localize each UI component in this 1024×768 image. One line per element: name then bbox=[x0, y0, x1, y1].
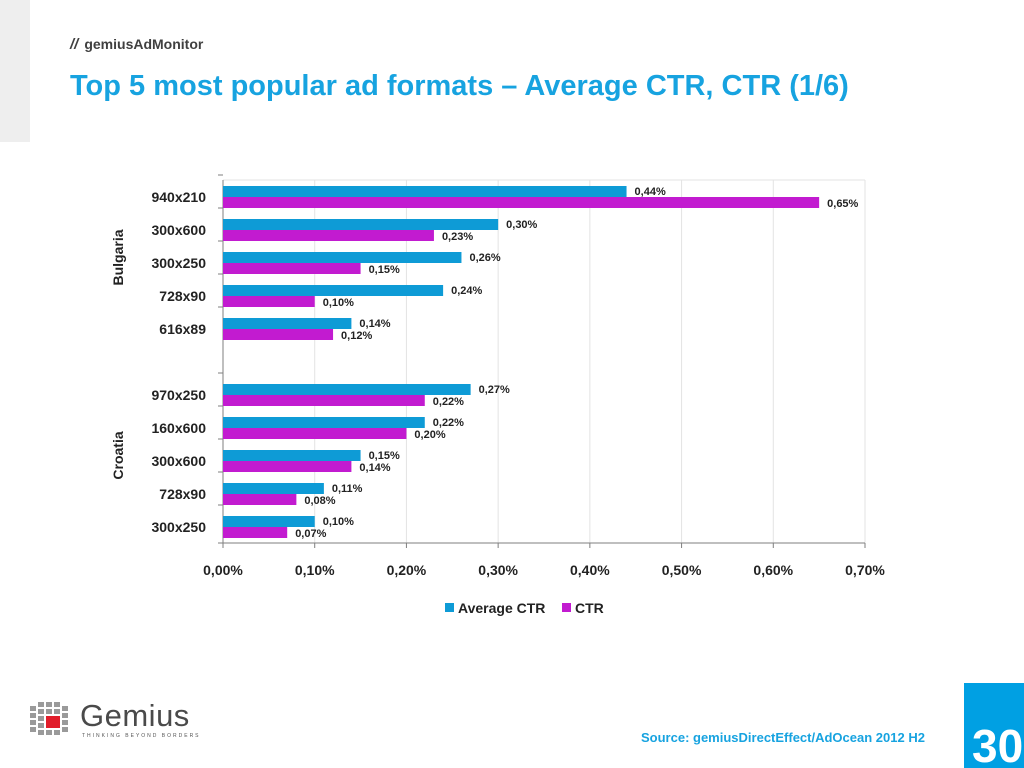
logo-word: Gemius bbox=[80, 698, 190, 733]
bar-ctr bbox=[223, 263, 361, 274]
category-label: 300x600 bbox=[151, 453, 206, 469]
x-tick-label: 0,70% bbox=[845, 562, 885, 578]
bar-average-ctr bbox=[223, 450, 361, 461]
side-strip bbox=[0, 0, 30, 142]
data-label-average-ctr: 0,22% bbox=[433, 417, 464, 429]
x-tick-label: 0,00% bbox=[203, 562, 243, 578]
x-tick-label: 0,40% bbox=[570, 562, 610, 578]
category-label: 300x250 bbox=[151, 255, 206, 271]
data-label-ctr: 0,14% bbox=[359, 462, 390, 474]
logo-tagline: THINKING BEYOND BORDERS bbox=[82, 733, 201, 739]
data-label-average-ctr: 0,44% bbox=[635, 186, 666, 198]
x-tick-label: 0,50% bbox=[662, 562, 702, 578]
data-label-average-ctr: 0,30% bbox=[506, 219, 537, 231]
data-label-average-ctr: 0,10% bbox=[323, 516, 354, 528]
gemius-logo: Gemius THINKING BEYOND BORDERS bbox=[28, 698, 201, 742]
bar-ctr bbox=[223, 494, 297, 505]
bar-ctr bbox=[223, 395, 425, 406]
group-label: Croatia bbox=[110, 431, 126, 479]
header-brand: // gemiusAdMonitor bbox=[70, 36, 203, 53]
bar-average-ctr bbox=[223, 516, 315, 527]
category-label: 160x600 bbox=[151, 420, 206, 436]
bar-ctr bbox=[223, 428, 407, 439]
x-tick-label: 0,60% bbox=[753, 562, 793, 578]
x-tick-label: 0,30% bbox=[478, 562, 518, 578]
category-label: 300x250 bbox=[151, 519, 206, 535]
data-label-ctr: 0,07% bbox=[295, 528, 326, 540]
bar-ctr bbox=[223, 197, 820, 208]
bar-average-ctr bbox=[223, 219, 499, 230]
bar-average-ctr bbox=[223, 483, 324, 494]
gemius-logo-icon bbox=[30, 702, 68, 735]
category-label: 300x600 bbox=[151, 222, 206, 238]
data-label-ctr: 0,10% bbox=[323, 297, 354, 309]
data-label-average-ctr: 0,26% bbox=[469, 252, 500, 264]
data-label-average-ctr: 0,24% bbox=[451, 285, 482, 297]
page-number-box: 30 bbox=[964, 683, 1024, 768]
legend-swatch-ctr bbox=[562, 603, 571, 612]
data-label-ctr: 0,15% bbox=[369, 264, 400, 276]
category-label: 728x90 bbox=[159, 288, 206, 304]
category-label: 728x90 bbox=[159, 486, 206, 502]
brand-name: gemiusAdMonitor bbox=[84, 36, 204, 52]
data-label-average-ctr: 0,15% bbox=[369, 450, 400, 462]
legend-label-ctr: CTR bbox=[575, 600, 604, 616]
bar-average-ctr bbox=[223, 252, 462, 263]
x-tick-label: 0,20% bbox=[387, 562, 427, 578]
bar-chart: 0,00% 0,10% 0,20% 0,30% 0,40% 0,50% 0,60% 0,70%… bbox=[110, 174, 885, 616]
bar-ctr bbox=[223, 527, 288, 538]
bar-ctr bbox=[223, 296, 315, 307]
legend-swatch-average-ctr bbox=[445, 603, 454, 612]
category-label: 970x250 bbox=[151, 387, 206, 403]
bar-average-ctr bbox=[223, 318, 352, 329]
data-label-average-ctr: 0,27% bbox=[479, 384, 510, 396]
bar-ctr bbox=[223, 329, 334, 340]
bar-average-ctr bbox=[223, 384, 471, 395]
x-tick-label: 0,10% bbox=[295, 562, 335, 578]
header-slash: // bbox=[70, 36, 79, 53]
category-label: 940x210 bbox=[151, 189, 206, 205]
bar-ctr bbox=[223, 230, 434, 241]
category-label: 616x89 bbox=[159, 321, 206, 337]
bar-average-ctr bbox=[223, 417, 425, 428]
data-label-ctr: 0,23% bbox=[442, 231, 473, 243]
bar-ctr bbox=[223, 461, 352, 472]
data-label-average-ctr: 0,14% bbox=[359, 318, 390, 330]
page-title: Top 5 most popular ad formats – Average … bbox=[70, 70, 849, 102]
data-label-ctr: 0,08% bbox=[304, 495, 335, 507]
data-label-ctr: 0,20% bbox=[414, 429, 445, 441]
page-number: 30 bbox=[972, 720, 1024, 768]
legend-label-average-ctr: Average CTR bbox=[458, 600, 545, 616]
source-note: Source: gemiusDirectEffect/AdOcean 2012 … bbox=[641, 730, 925, 745]
data-label-average-ctr: 0,11% bbox=[332, 483, 363, 495]
data-label-ctr: 0,12% bbox=[341, 330, 372, 342]
group-label: Bulgaria bbox=[110, 229, 126, 285]
data-label-ctr: 0,22% bbox=[433, 396, 464, 408]
data-label-ctr: 0,65% bbox=[827, 198, 858, 210]
bar-average-ctr bbox=[223, 285, 444, 296]
bar-average-ctr bbox=[223, 186, 627, 197]
